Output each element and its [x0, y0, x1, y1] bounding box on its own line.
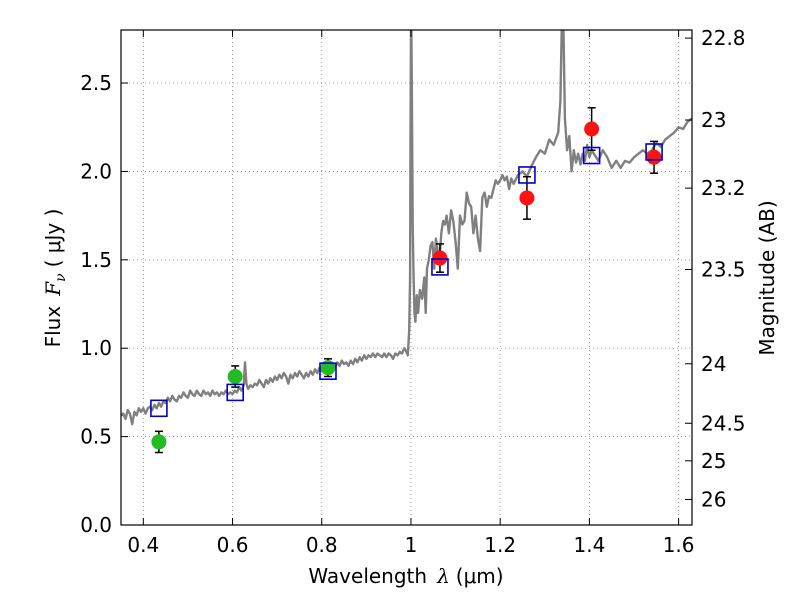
nir-data-point [432, 250, 448, 266]
nir-data-point [519, 190, 535, 206]
optical-data-point [227, 369, 243, 384]
y-axis-label: FluxFν( μJy ) [41, 209, 69, 348]
photometry-series [150, 107, 663, 454]
y2-axis-label: Magnitude (AB) [755, 200, 779, 355]
y-tick-label: 1.5 [80, 248, 112, 272]
y-tick-label: 1.0 [80, 336, 112, 360]
spectrum-series [121, 30, 692, 426]
y-tick-label: 2.0 [80, 159, 112, 183]
y-axis-symbol: F [41, 281, 65, 297]
y2-tick-label: 22.8 [701, 26, 746, 50]
grid [121, 30, 692, 525]
x-axis-label: Wavelength λ (μm) [308, 564, 503, 588]
x-tick-label: 1.2 [484, 533, 516, 557]
model-band-square [582, 146, 601, 165]
x-tick-label: 1.6 [663, 533, 695, 557]
y2-tick-label: 26 [701, 487, 726, 511]
tick-labels: 0.4 0.6 0.8 1 1.2 1.4 1.6 0.0 0.5 1.0 1.5 2.0 2.5 22.… [80, 26, 745, 557]
model-band-square [431, 258, 449, 276]
model-band-square [645, 143, 663, 161]
y-tick-label: 0.5 [80, 425, 112, 449]
model-band-square [518, 166, 536, 184]
x-axis-symbol: λ [436, 564, 450, 588]
nir-data-point [584, 121, 600, 137]
x-tick-label: 0.6 [217, 533, 249, 557]
x-tick-label: 0.4 [127, 533, 159, 557]
y-tick-label: 0.0 [80, 513, 112, 537]
y2-tick-label: 23.5 [701, 257, 746, 281]
y2-tick-label: 23 [701, 108, 726, 132]
y2-tick-label: 24.5 [701, 411, 746, 435]
y-tick-label: 2.5 [80, 71, 112, 95]
y-axis-subscript: ν [53, 273, 69, 282]
model-band-square [319, 362, 337, 380]
x-tick-label: 1.4 [573, 533, 605, 557]
y2-tick-label: 23.2 [701, 176, 746, 200]
spectrum-line [121, 30, 692, 426]
y2-tick-label: 24 [701, 352, 726, 376]
y2-tick-label: 25 [701, 449, 726, 473]
nir-data-point [646, 149, 662, 165]
x-tick-label: 1 [405, 533, 418, 557]
axis-ticks [121, 30, 692, 526]
model-band-square [226, 383, 244, 402]
plot-area-frame [120, 29, 693, 526]
optical-data-point [151, 434, 167, 450]
model-band-square [150, 399, 168, 418]
x-tick-label: 0.8 [306, 533, 338, 557]
